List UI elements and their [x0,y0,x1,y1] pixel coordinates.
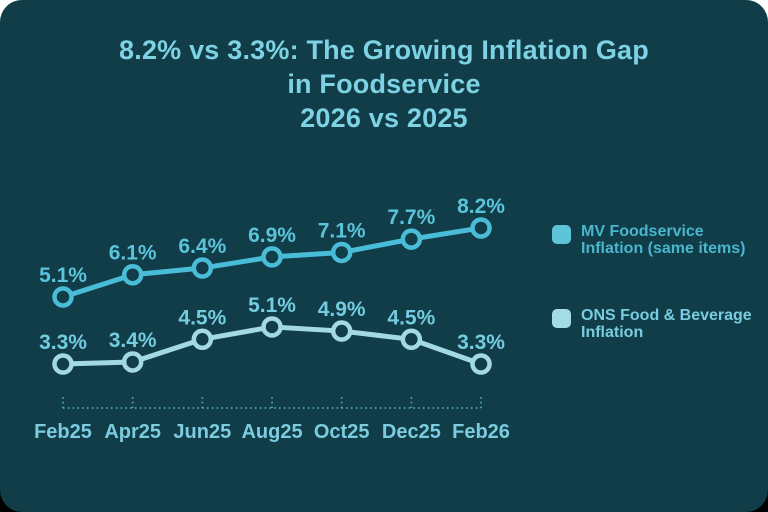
legend-label-line: ONS Food & Beverage [581,307,752,324]
legend-label-ons-food-beverage: ONS Food & Beverage Inflation [581,307,752,341]
data-point-marker [470,217,492,239]
legend-entry-ons-food-beverage: ONS Food & Beverage Inflation [552,307,762,341]
legend-swatch-ons-food-beverage [552,309,571,328]
chart-title-line-1: 8.2% vs 3.3%: The Growing Inflation Gap [119,35,649,65]
data-point-label: 6.9% [248,224,296,247]
legend-label-mv-foodservice: MV Foodservice Inflation (same items) [581,223,745,257]
data-point-marker [261,316,283,338]
data-point-marker [121,263,144,286]
data-point-label: 4.9% [318,298,366,321]
data-point-label: 6.4% [178,235,226,258]
x-axis-label: Jun25 [173,421,231,443]
data-point-label: 6.1% [109,242,157,265]
data-point-label: 4.5% [387,306,435,329]
x-axis-label: Dec25 [382,421,441,443]
data-point-label: 5.1% [248,294,296,317]
data-point-label: 4.5% [178,306,226,329]
x-axis-label: Aug25 [241,421,302,443]
legend: MV Foodservice Inflation (same items) ON… [552,223,762,341]
x-axis-label: Oct25 [314,421,370,443]
legend-entry-mv-foodservice: MV Foodservice Inflation (same items) [552,223,762,257]
data-point-marker [330,241,353,264]
x-axis-label: Apr25 [104,421,161,443]
legend-label-line: MV Foodservice [581,223,704,240]
x-axis-label: Feb26 [452,421,510,443]
data-point-label: 3.4% [109,329,157,352]
data-point-marker [191,257,214,279]
data-point-label: 3.3% [457,331,505,354]
chart-title-line-3: 2026 vs 2025 [300,103,468,133]
data-point-label: 5.1% [39,264,87,287]
data-point-marker [330,320,353,342]
data-point-label: 3.3% [39,331,87,354]
data-point-marker [121,351,144,373]
chart-title-line-2: in Foodservice [287,69,481,99]
x-axis-label: Feb25 [34,421,92,443]
data-point-marker [261,246,283,268]
data-point-label: 7.7% [387,206,435,229]
data-point-marker [400,328,423,351]
data-point-label: 8.2% [457,195,505,218]
data-point-marker [52,286,74,308]
data-point-marker [470,353,492,375]
data-point-label: 7.1% [318,219,366,242]
data-point-marker [400,228,423,250]
data-point-marker [52,353,74,375]
legend-label-line: Inflation (same items) [581,240,746,257]
legend-swatch-mv-foodservice [552,225,571,244]
chart-title: 8.2% vs 3.3%: The Growing Inflation Gap … [0,33,768,135]
legend-label-line: Inflation [581,324,644,341]
data-point-marker [191,328,214,351]
